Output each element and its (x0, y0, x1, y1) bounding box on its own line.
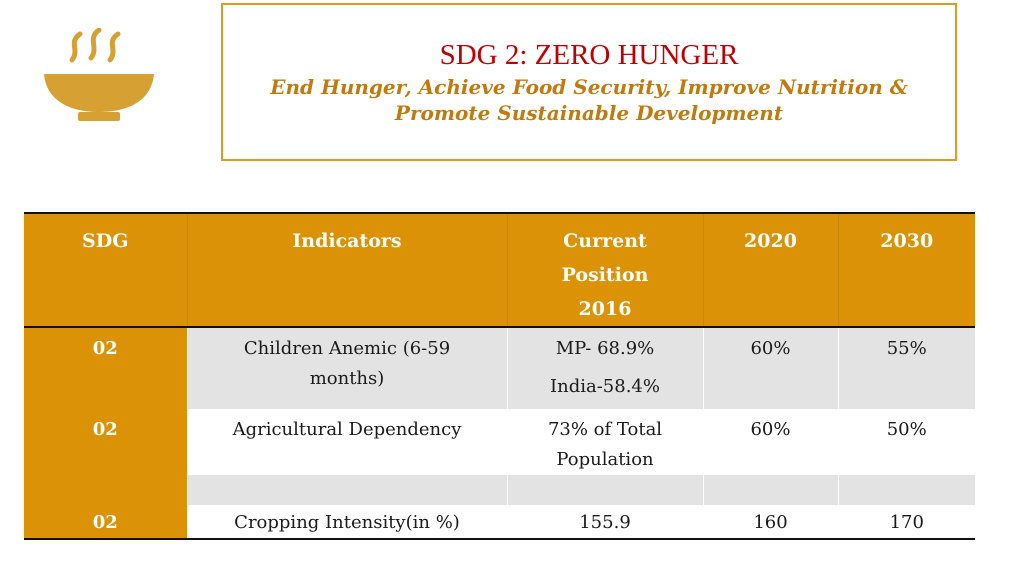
cell-sdg (24, 475, 188, 505)
page-title: SDG 2: ZERO HUNGER (439, 39, 739, 71)
header-indicators: Indicators (187, 213, 508, 327)
cell-indicator: Children Anemic (6-59 months) (187, 327, 508, 409)
cell-sdg: 02 (24, 409, 188, 475)
current-line-1: 73% of Total (547, 419, 663, 440)
page-subtitle: End Hunger, Achieve Food Security, Impro… (263, 74, 915, 126)
table-row (24, 475, 975, 505)
cell-2030: 50% (838, 409, 975, 475)
subtitle-line-1: End Hunger, Achieve Food Security, Impro… (270, 75, 908, 99)
header-current-position: Current Position 2016 (507, 213, 704, 327)
header-current-line-2: Position (561, 264, 649, 286)
current-line-2: India-58.4% (550, 376, 660, 397)
cell-sdg: 02 (24, 327, 188, 409)
cell-2020: 60% (703, 409, 839, 475)
header-current-line-3: 2016 (578, 298, 632, 320)
cell-2020: 160 (703, 505, 839, 539)
title-box: SDG 2: ZERO HUNGER End Hunger, Achieve F… (221, 3, 957, 161)
current-line-2: Population (556, 449, 654, 470)
header-2020: 2020 (703, 213, 839, 327)
cell-current (507, 475, 704, 505)
indicator-table: SDG Indicators Current Position 2016 202… (24, 212, 975, 540)
cell-current: MP- 68.9% India-58.4% (507, 327, 704, 409)
table-row: 02 Cropping Intensity(in %) 155.9 160 17… (24, 505, 975, 539)
cell-indicator (187, 475, 508, 505)
cell-current: 73% of Total Population (507, 409, 704, 475)
table-row: 02 Agricultural Dependency 73% of Total … (24, 409, 975, 475)
cell-2020: 60% (703, 327, 839, 409)
cell-indicator: Cropping Intensity(in %) (187, 505, 508, 539)
cell-current: 155.9 (507, 505, 704, 539)
header-current-line-1: Current (563, 230, 647, 252)
subtitle-line-2: Promote Sustainable Development (394, 101, 784, 125)
cell-2020 (703, 475, 839, 505)
header-sdg: SDG (24, 213, 188, 327)
indicator-line-1: Children Anemic (6-59 (243, 338, 451, 359)
cell-2030 (838, 475, 975, 505)
header-2030: 2030 (838, 213, 975, 327)
table-row: 02 Children Anemic (6-59 months) MP- 68.… (24, 327, 975, 409)
cell-sdg: 02 (24, 505, 188, 539)
soup-bowl-icon (44, 28, 154, 121)
cell-2030: 170 (838, 505, 975, 539)
cell-indicator: Agricultural Dependency (187, 409, 508, 475)
cell-2030: 55% (838, 327, 975, 409)
indicator-line-2: months) (309, 368, 385, 389)
current-line-1: MP- 68.9% (555, 338, 655, 359)
table-header-row: SDG Indicators Current Position 2016 202… (24, 213, 975, 327)
